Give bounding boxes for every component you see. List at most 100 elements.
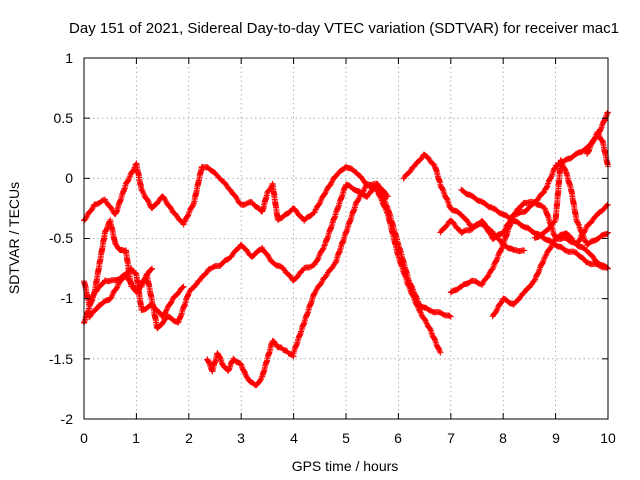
data-point: [366, 183, 368, 185]
data-point: [345, 165, 347, 167]
data-point: [439, 183, 441, 185]
data-point: [303, 267, 305, 270]
data-point: [162, 195, 164, 197]
data-point: [209, 168, 211, 170]
data-point: [151, 207, 153, 210]
x-tick-label: 9: [552, 430, 560, 446]
data-point: [303, 322, 305, 324]
data-point: [206, 358, 208, 360]
data-point: [555, 237, 557, 240]
x-tick-label: 7: [447, 430, 455, 446]
data-point: [450, 316, 452, 318]
data-point: [240, 364, 242, 366]
data-point: [355, 171, 358, 173]
data-point: [272, 340, 274, 342]
data-point: [596, 237, 599, 240]
data-point: [277, 346, 279, 348]
data-point: [439, 231, 441, 234]
data-point: [575, 252, 578, 254]
y-tick-label: 0.5: [54, 110, 74, 126]
series-markers: [437, 109, 611, 242]
data-point: [345, 231, 347, 234]
data-point: [565, 249, 567, 252]
data-point: [575, 153, 578, 155]
data-point: [460, 189, 462, 191]
data-point: [544, 231, 546, 234]
y-tick-label: -1.5: [49, 351, 73, 367]
data-point: [172, 211, 174, 213]
data-point: [251, 255, 253, 258]
data-point: [450, 207, 452, 210]
data-point: [575, 219, 578, 222]
data-point: [565, 231, 567, 234]
data-point: [471, 280, 473, 282]
data-point: [162, 316, 164, 318]
data-point: [272, 261, 274, 264]
y-tick-label: -2: [61, 411, 74, 427]
data-point: [376, 183, 379, 185]
data-point: [130, 286, 132, 288]
data-point: [596, 132, 599, 134]
data-point: [523, 201, 525, 203]
data-point: [114, 213, 117, 216]
data-point: [560, 159, 562, 161]
x-tick-label: 0: [80, 430, 88, 446]
data-point: [502, 243, 504, 246]
series-markers: [81, 216, 156, 308]
data-point: [141, 310, 143, 312]
data-point: [219, 264, 221, 266]
data-point: [418, 310, 420, 312]
data-point: [104, 280, 106, 282]
data-point: [513, 249, 515, 252]
series-markers: [531, 157, 611, 249]
data-point: [555, 243, 557, 246]
data-point: [261, 376, 263, 378]
data-point: [565, 171, 567, 173]
x-tick-label: 10: [600, 430, 616, 446]
data-point: [282, 348, 284, 350]
x-tick-label: 4: [290, 430, 298, 446]
data-point: [182, 286, 185, 288]
data-point: [217, 352, 219, 354]
data-point: [114, 280, 117, 282]
data-point: [523, 225, 525, 228]
data-point: [303, 219, 305, 222]
data-point: [104, 231, 106, 234]
data-point: [439, 352, 441, 354]
data-point: [93, 292, 96, 294]
data-point: [471, 228, 473, 230]
data-point: [251, 382, 253, 384]
data-point: [240, 204, 242, 206]
data-point: [387, 207, 389, 210]
y-axis-label: SDTVAR / TECUs: [6, 182, 22, 294]
data-point: [591, 141, 593, 143]
data-point: [523, 249, 525, 252]
x-tick-label: 5: [342, 430, 350, 446]
data-point: [135, 274, 137, 276]
data-point: [334, 175, 337, 177]
data-point: [188, 292, 190, 294]
series-markers: [86, 265, 187, 321]
data-point: [429, 328, 431, 330]
data-point: [596, 213, 599, 216]
data-point: [544, 189, 546, 191]
data-point: [534, 201, 536, 203]
data-point: [403, 177, 405, 179]
data-point: [523, 211, 525, 213]
data-point: [334, 261, 337, 264]
chart-title: Day 151 of 2021, Sidereal Day-to-day VTE…: [69, 20, 619, 37]
data-point: [513, 219, 515, 222]
data-point: [125, 183, 127, 185]
data-point: [513, 213, 515, 216]
data-point: [450, 292, 452, 294]
data-point: [130, 267, 132, 270]
data-point: [565, 237, 567, 240]
x-axis-tick-labels: 0 1 2 3 4 5 6 7 8 9 10: [80, 430, 616, 446]
data-point: [492, 237, 494, 240]
data-point: [198, 280, 200, 282]
data-point: [293, 207, 295, 210]
data-point: [471, 195, 473, 197]
data-point: [120, 280, 122, 282]
data-point: [227, 370, 229, 372]
